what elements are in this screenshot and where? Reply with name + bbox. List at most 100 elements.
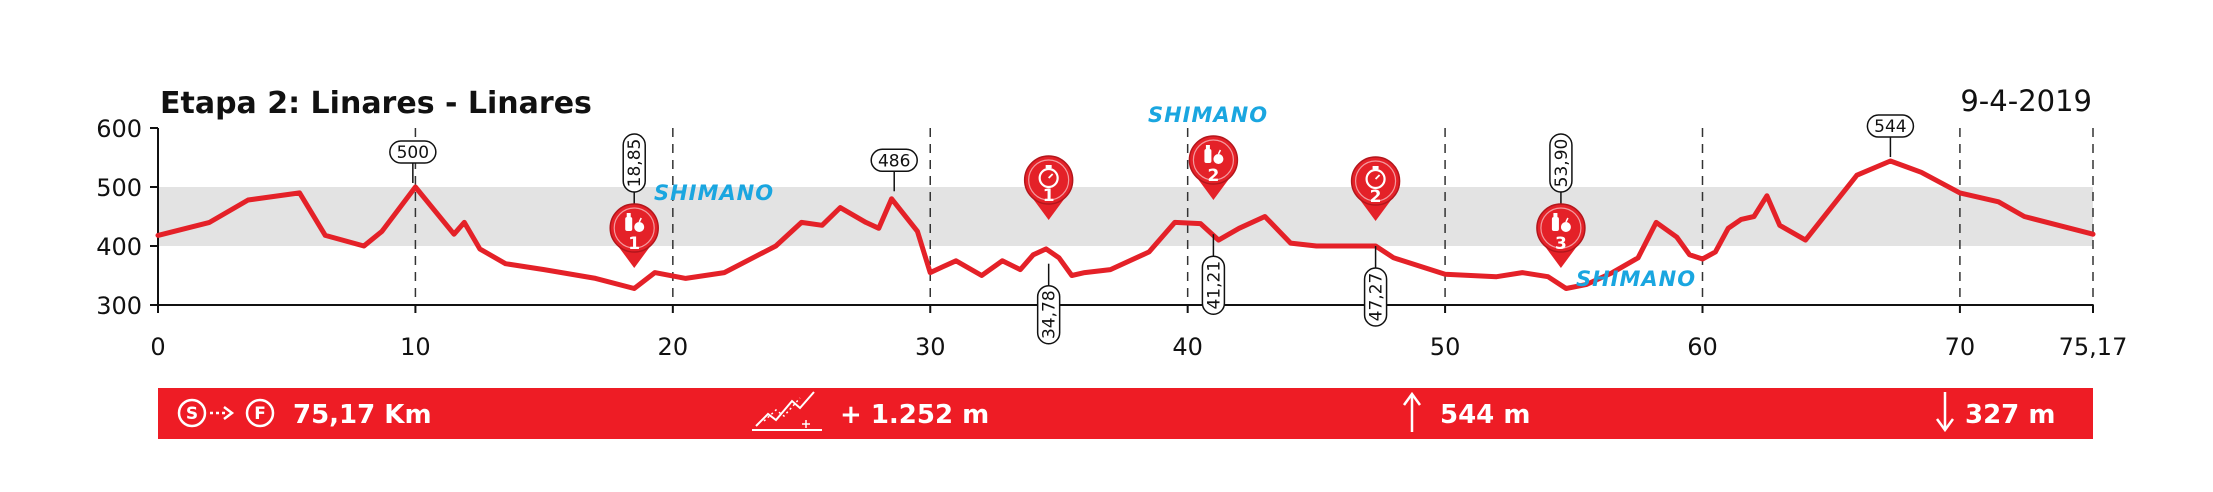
callout-box	[1549, 133, 1573, 193]
chart-title: Etapa 2: Linares - Linares	[160, 86, 592, 121]
distance-value: 75,17 Km	[293, 400, 432, 430]
callout-label: 47,27	[1367, 273, 1387, 322]
y-tick-label: 400	[96, 233, 142, 261]
callout-label: 18,85	[625, 139, 645, 188]
callout-box	[1866, 114, 1915, 138]
apple-stem	[1217, 149, 1222, 155]
callout: 34,78	[1036, 263, 1061, 345]
callout-label: 486	[878, 151, 910, 171]
feed-zone-pin: 3	[1536, 203, 1586, 268]
summary-bar-background	[158, 388, 2093, 439]
callout-box	[389, 140, 437, 164]
stopwatch-hand	[1374, 174, 1381, 180]
start-letter: S	[186, 404, 198, 424]
callout: 53,90	[1549, 133, 1573, 206]
pin-head	[1023, 155, 1074, 205]
apple-shape	[634, 222, 645, 232]
callout: 18,85	[622, 133, 646, 206]
callout-label: 53,90	[1552, 139, 1572, 188]
callout: 41,21	[1201, 234, 1226, 315]
bottle-cap	[626, 213, 631, 217]
apple-stem	[638, 217, 642, 223]
pin-ring	[1192, 139, 1235, 181]
callout-label: 34,78	[1040, 290, 1060, 339]
bottle-cap	[1205, 145, 1210, 149]
callout-box	[1201, 255, 1226, 315]
sprint-pin: 1	[1023, 155, 1074, 220]
callout-box	[622, 133, 646, 193]
min-altitude-value: 327 m	[1965, 400, 2055, 430]
altitude-band	[158, 187, 2093, 246]
callout-label: 41,21	[1204, 261, 1224, 310]
pin-number: 1	[628, 234, 640, 254]
stage-date: 9-4-2019	[1960, 84, 2092, 118]
bottle-shape	[625, 217, 633, 231]
callout: 544	[1866, 114, 1915, 158]
pin-head	[1536, 203, 1586, 253]
stopwatch-icon	[1038, 165, 1059, 189]
pin-ring	[1028, 159, 1070, 201]
climb-icon	[752, 391, 822, 431]
stopwatch-crown	[1045, 165, 1052, 168]
y-tick-label: 300	[96, 292, 142, 320]
pin-number: 3	[1555, 234, 1567, 254]
callout-box	[870, 148, 918, 173]
bottle-cap	[1553, 213, 1558, 217]
x-tick-label: 75,17	[2059, 333, 2128, 361]
sponsor-logo-text: SHIMANO	[654, 181, 774, 205]
callout-label: 544	[1874, 117, 1906, 137]
x-tick-label: 30	[915, 333, 946, 361]
sponsor-logo-text: SHIMANO	[1576, 267, 1696, 291]
x-tick-label: 60	[1687, 333, 1718, 361]
arrow-up-icon	[1402, 391, 1422, 432]
finish-letter: F	[254, 404, 266, 424]
pin-ring	[1540, 207, 1582, 249]
sprint-pin: 2	[1350, 156, 1401, 221]
x-tick-label: 70	[1945, 333, 1976, 361]
bottle-shape	[1551, 217, 1559, 231]
callout-box	[1036, 284, 1061, 345]
callout: 47,27	[1363, 246, 1388, 327]
pin-number: 2	[1370, 187, 1382, 207]
start-finish-icon: S F	[177, 398, 275, 428]
x-tick-label: 40	[1172, 333, 1203, 361]
bottle-shape	[1204, 149, 1212, 163]
stopwatch-face	[1038, 167, 1059, 189]
pin-number: 1	[1043, 186, 1055, 206]
climb-value: + 1.252 m	[840, 400, 989, 430]
pin-head	[1188, 135, 1239, 185]
stopwatch-icon	[1365, 166, 1386, 190]
elevation-profile-line	[155, 158, 2096, 291]
callout: 486	[870, 148, 918, 192]
summary-bar: S F 75,17 Km + 1.252 m 544 m 327 m	[158, 388, 2093, 439]
pin-head	[1350, 156, 1401, 206]
feed-zone-pin: 1	[609, 203, 659, 268]
callout-box	[1363, 267, 1388, 327]
stopwatch-hand	[1048, 173, 1054, 179]
x-tick-label: 20	[658, 333, 689, 361]
callout-label: 500	[397, 143, 429, 163]
pin-head	[609, 203, 659, 253]
arrow-down-icon	[1935, 392, 1955, 433]
x-tick-label: 10	[400, 333, 431, 361]
y-tick-label: 500	[96, 174, 142, 202]
max-altitude-value: 544 m	[1440, 400, 1530, 430]
stopwatch-face	[1365, 168, 1386, 190]
feed-zone-pin: 2	[1188, 135, 1239, 200]
y-tick-label: 600	[96, 115, 142, 143]
stopwatch-crown	[1372, 166, 1379, 169]
plot-area: 300 400 500 600 0 10 20 30 40 50 60 70 75,17 500 18,85…	[96, 103, 2127, 361]
callout: 500	[389, 140, 437, 183]
pin-number: 2	[1207, 166, 1219, 186]
bottle-apple-icon	[1551, 213, 1571, 232]
x-tick-label: 50	[1430, 333, 1461, 361]
bottle-apple-icon	[1204, 145, 1224, 164]
sponsor-logo-text: SHIMANO	[1148, 103, 1268, 127]
apple-shape	[1213, 154, 1224, 164]
bottle-apple-icon	[625, 213, 645, 232]
pin-ring	[1354, 160, 1397, 202]
apple-stem	[1565, 217, 1569, 223]
apple-shape	[1560, 222, 1571, 232]
x-tick-label: 0	[150, 333, 165, 361]
